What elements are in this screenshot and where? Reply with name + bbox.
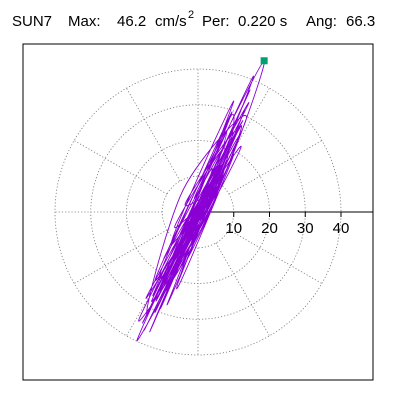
grid-spoke-11	[228, 229, 323, 284]
header-period-label: Per:	[202, 13, 230, 30]
grid-spoke-7	[73, 229, 168, 284]
chart-header: SUN7 Max: 46.2 cm/s 2 Per: 0.220 s Ang: …	[12, 9, 375, 30]
grid-spoke-5	[73, 140, 168, 195]
peak-marker	[260, 57, 268, 65]
header-angle-label: Ang:	[306, 13, 337, 30]
header-max-label: Max:	[68, 13, 101, 30]
grid-spoke-10	[215, 242, 270, 337]
radius-tick-label-1: 10	[225, 220, 242, 237]
motion-trace-1	[136, 60, 265, 342]
grid-spoke-1	[228, 140, 323, 195]
polar-axes	[198, 211, 373, 217]
trace-layer	[136, 60, 265, 342]
radius-tick-label-3: 30	[297, 220, 314, 237]
grid-spoke-4	[126, 87, 181, 182]
header-period-value: 0.220 s	[238, 13, 287, 30]
header-max-unit-exponent: 2	[188, 9, 194, 21]
header-max-unit: cm/s	[155, 13, 187, 30]
radius-tick-label-4: 40	[333, 220, 350, 237]
radius-tick-label-2: 20	[261, 220, 278, 237]
header-max-value: 46.2	[117, 13, 146, 30]
header-angle-value: 66.3	[346, 13, 375, 30]
header-station: SUN7	[12, 13, 52, 30]
tick-labels: 10 20 30 40	[225, 220, 349, 237]
marker-layer	[260, 57, 268, 65]
